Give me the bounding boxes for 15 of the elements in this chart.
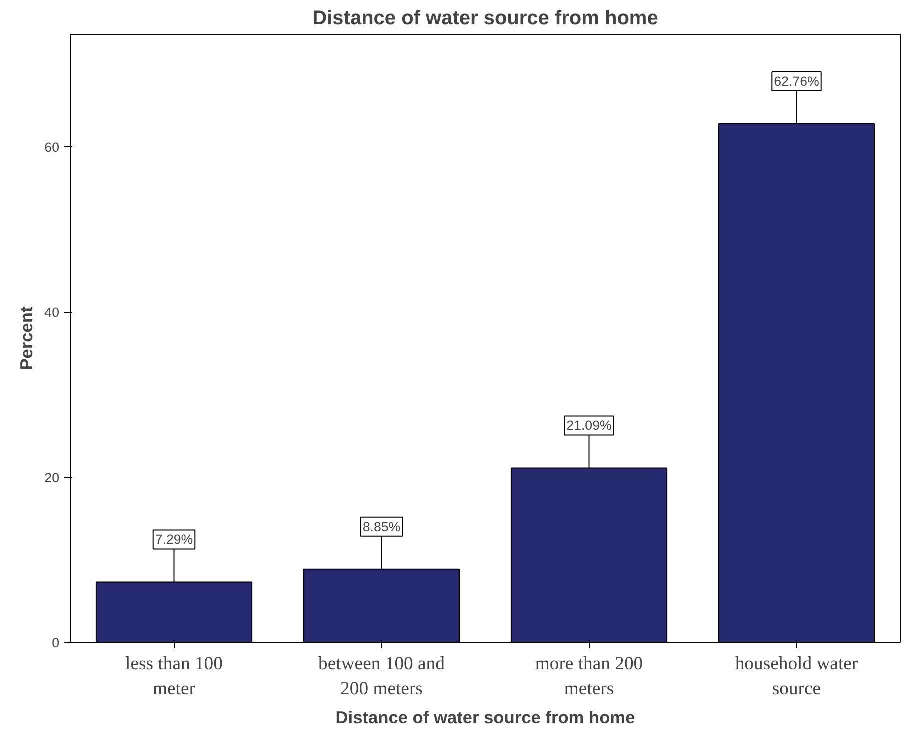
x-axis-title: Distance of water source from home <box>336 708 636 728</box>
y-axis-title: Percent <box>16 306 37 370</box>
y-tick-label: 20 <box>44 470 60 486</box>
data-label: 7.29% <box>155 532 194 548</box>
chart-title: Distance of water source from home <box>312 8 658 30</box>
data-label: 8.85% <box>362 519 401 534</box>
x-tick-label: household water source <box>735 654 859 700</box>
y-tick-label: 40 <box>44 305 60 320</box>
x-tick-label: between 100 and 200 meters <box>318 654 446 700</box>
y-tick-label: 60 <box>44 140 60 155</box>
data-label: 62.76% <box>774 74 820 90</box>
x-tick-label: more than 200 meters <box>535 654 644 700</box>
x-tick-label: less than 100 meter <box>126 654 223 700</box>
data-label: 21.09% <box>566 418 612 434</box>
y-tick-label: 0 <box>52 636 60 650</box>
